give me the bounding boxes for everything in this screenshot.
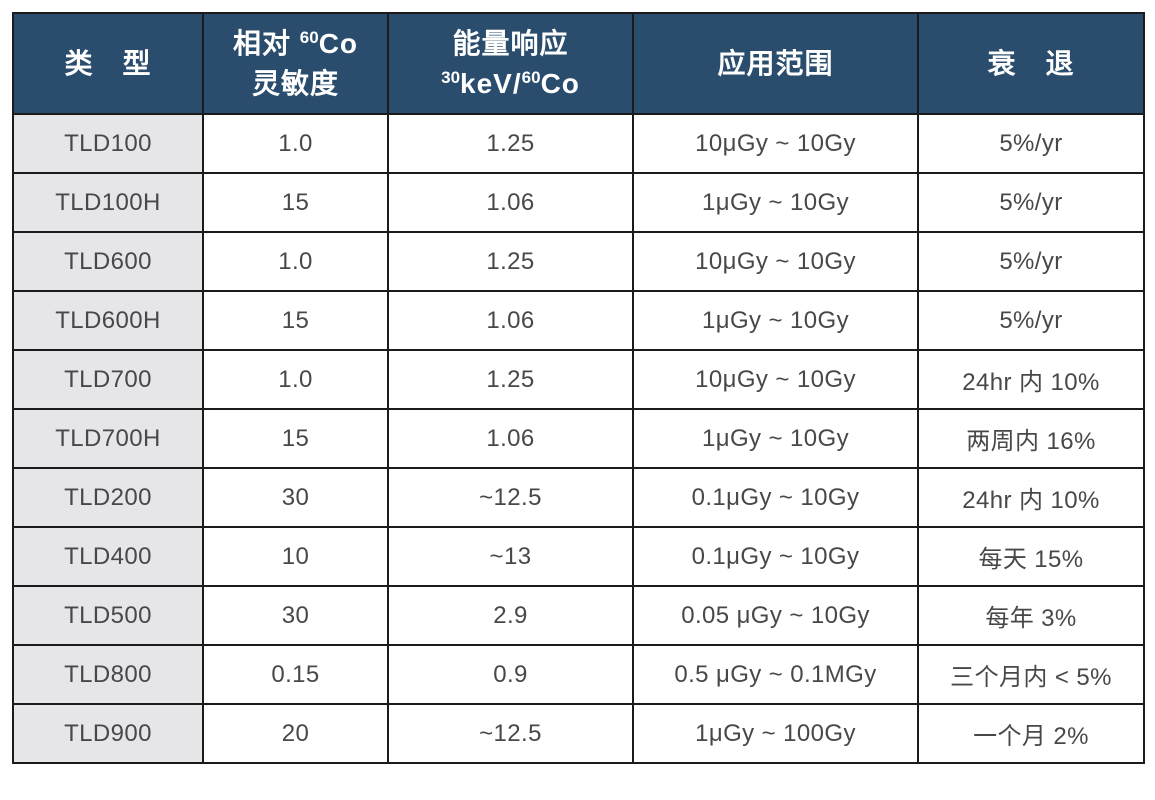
- table-row: TLD400 10 ~13 0.1μGy ~ 10Gy 每天 15%: [12, 526, 1145, 587]
- tld-specification-table: 类 型 相对 60Co 灵敏度 能量响应 30keV/60Co 应用范围 衰 退…: [12, 12, 1145, 764]
- cell-type: TLD800: [12, 644, 204, 705]
- header-type: 类 型: [12, 12, 204, 115]
- cell-range: 10μGy ~ 10Gy: [632, 113, 919, 174]
- header-sensitivity-superscript: 60: [299, 27, 319, 47]
- cell-energy: 1.06: [387, 290, 634, 351]
- cell-sensitivity: 0.15: [202, 644, 389, 705]
- cell-fading: 每年 3%: [917, 585, 1145, 646]
- cell-fading: 24hr 内 10%: [917, 349, 1145, 410]
- cell-type: TLD700: [12, 349, 204, 410]
- cell-range: 0.1μGy ~ 10Gy: [632, 526, 919, 587]
- cell-fading: 5%/yr: [917, 172, 1145, 233]
- cell-type: TLD900: [12, 703, 204, 764]
- header-sensitivity-prefix: 相对: [232, 27, 300, 59]
- cell-type: TLD600H: [12, 290, 204, 351]
- cell-sensitivity: 15: [202, 290, 389, 351]
- cell-sensitivity: 1.0: [202, 231, 389, 292]
- cell-sensitivity: 20: [202, 703, 389, 764]
- table-row: TLD900 20 ~12.5 1μGy ~ 100Gy 一个月 2%: [12, 703, 1145, 764]
- cell-energy: ~12.5: [387, 703, 634, 764]
- table-header: 类 型 相对 60Co 灵敏度 能量响应 30keV/60Co 应用范围 衰 退: [12, 12, 1145, 115]
- header-sensitivity-line2: 灵敏度: [251, 67, 339, 99]
- header-sensitivity: 相对 60Co 灵敏度: [202, 12, 389, 115]
- cell-sensitivity: 30: [202, 467, 389, 528]
- header-energy-superscript-60: 60: [521, 67, 541, 87]
- cell-fading: 一个月 2%: [917, 703, 1145, 764]
- header-energy-superscript-30: 30: [441, 67, 461, 87]
- cell-sensitivity: 10: [202, 526, 389, 587]
- header-application-range: 应用范围: [632, 12, 919, 115]
- cell-range: 1μGy ~ 10Gy: [632, 408, 919, 469]
- table-row: TLD200 30 ~12.5 0.1μGy ~ 10Gy 24hr 内 10%: [12, 467, 1145, 528]
- cell-range: 0.1μGy ~ 10Gy: [632, 467, 919, 528]
- cell-type: TLD200: [12, 467, 204, 528]
- cell-sensitivity: 30: [202, 585, 389, 646]
- cell-fading: 5%/yr: [917, 113, 1145, 174]
- cell-sensitivity: 15: [202, 172, 389, 233]
- cell-type: TLD500: [12, 585, 204, 646]
- cell-energy: 2.9: [387, 585, 634, 646]
- table-row: TLD800 0.15 0.9 0.5 μGy ~ 0.1MGy 三个月内 < 5%: [12, 644, 1145, 705]
- cell-fading: 5%/yr: [917, 231, 1145, 292]
- cell-range: 1μGy ~ 100Gy: [632, 703, 919, 764]
- cell-energy: 1.25: [387, 113, 634, 174]
- cell-energy: 1.25: [387, 349, 634, 410]
- cell-sensitivity: 1.0: [202, 349, 389, 410]
- cell-energy: ~12.5: [387, 467, 634, 528]
- table-row: TLD100H 15 1.06 1μGy ~ 10Gy 5%/yr: [12, 172, 1145, 233]
- cell-energy: 1.06: [387, 172, 634, 233]
- cell-range: 10μGy ~ 10Gy: [632, 349, 919, 410]
- header-sensitivity-line1: 相对 60Co: [205, 24, 386, 64]
- cell-range: 0.5 μGy ~ 0.1MGy: [632, 644, 919, 705]
- table-row: TLD600 1.0 1.25 10μGy ~ 10Gy 5%/yr: [12, 231, 1145, 292]
- header-energy-response: 能量响应 30keV/60Co: [387, 12, 634, 115]
- cell-sensitivity: 15: [202, 408, 389, 469]
- cell-fading: 5%/yr: [917, 290, 1145, 351]
- cell-energy: ~13: [387, 526, 634, 587]
- table-row: TLD700H 15 1.06 1μGy ~ 10Gy 两周内 16%: [12, 408, 1145, 469]
- cell-fading: 三个月内 < 5%: [917, 644, 1145, 705]
- header-type-label: 类 型: [64, 47, 152, 79]
- cell-fading: 24hr 内 10%: [917, 467, 1145, 528]
- table-row: TLD600H 15 1.06 1μGy ~ 10Gy 5%/yr: [12, 290, 1145, 351]
- cell-sensitivity: 1.0: [202, 113, 389, 174]
- header-energy-line1: 能量响应: [452, 27, 569, 59]
- cell-fading: 两周内 16%: [917, 408, 1145, 469]
- cell-fading: 每天 15%: [917, 526, 1145, 587]
- cell-range: 10μGy ~ 10Gy: [632, 231, 919, 292]
- cell-range: 1μGy ~ 10Gy: [632, 172, 919, 233]
- header-sensitivity-element: Co: [318, 27, 359, 59]
- cell-energy: 1.06: [387, 408, 634, 469]
- cell-type: TLD600: [12, 231, 204, 292]
- cell-range: 1μGy ~ 10Gy: [632, 290, 919, 351]
- cell-type: TLD100: [12, 113, 204, 174]
- cell-energy: 1.25: [387, 231, 634, 292]
- header-energy-element: Co: [540, 67, 580, 99]
- cell-type: TLD700H: [12, 408, 204, 469]
- table-row: TLD500 30 2.9 0.05 μGy ~ 10Gy 每年 3%: [12, 585, 1145, 646]
- header-energy-line2: 30keV/60Co: [390, 64, 631, 104]
- cell-range: 0.05 μGy ~ 10Gy: [632, 585, 919, 646]
- cell-type: TLD100H: [12, 172, 204, 233]
- table-row: TLD100 1.0 1.25 10μGy ~ 10Gy 5%/yr: [12, 113, 1145, 174]
- header-energy-kev: keV/: [460, 67, 522, 99]
- table-row: TLD700 1.0 1.25 10μGy ~ 10Gy 24hr 内 10%: [12, 349, 1145, 410]
- cell-type: TLD400: [12, 526, 204, 587]
- cell-energy: 0.9: [387, 644, 634, 705]
- header-fading: 衰 退: [917, 12, 1145, 115]
- header-row: 类 型 相对 60Co 灵敏度 能量响应 30keV/60Co 应用范围 衰 退: [12, 12, 1145, 115]
- table-body: TLD100 1.0 1.25 10μGy ~ 10Gy 5%/yr TLD100H 15 1…: [12, 113, 1145, 764]
